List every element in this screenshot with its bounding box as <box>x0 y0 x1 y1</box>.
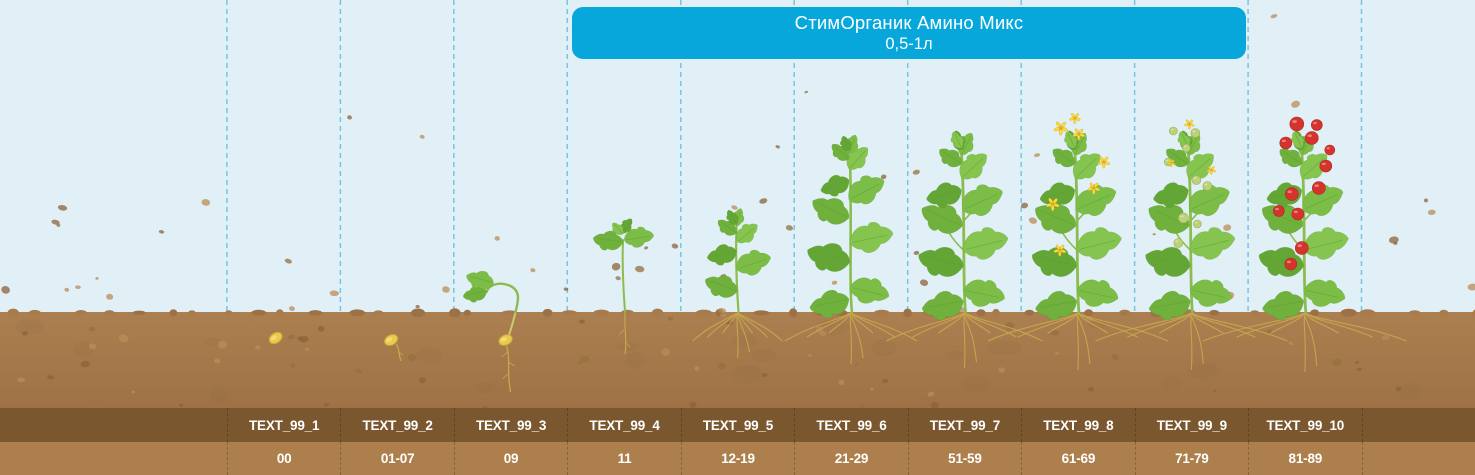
empty-cell <box>0 442 113 475</box>
plant-stage-10-fruit-ripening <box>1202 116 1408 373</box>
stage-table: TEXT_99_1 TEXT_99_2 TEXT_99_3 TEXT_99_4 TEXT… <box>0 408 1475 475</box>
stage-code-cell: 71-79 <box>1134 442 1248 475</box>
stage-label-cell: TEXT_99_4 <box>567 408 680 442</box>
stage-label-cell: TEXT_99_9 <box>1134 408 1248 442</box>
plant-stage-1-dry-seed <box>268 331 283 345</box>
stage-label-cell: TEXT_99_8 <box>1021 408 1134 442</box>
product-dosage: 0,5-1л <box>885 35 933 54</box>
stage-code-cell: 21-29 <box>794 442 907 475</box>
stage-label-row: TEXT_99_1 TEXT_99_2 TEXT_99_3 TEXT_99_4 TEXT… <box>0 408 1475 442</box>
plant-stage-5-leaf-development <box>692 208 783 359</box>
plant-stage-2-germinating-seed <box>384 333 404 362</box>
stage-code-cell: 12-19 <box>680 442 794 475</box>
stage-label-cell: TEXT_99_5 <box>680 408 794 442</box>
empty-cell <box>1361 442 1475 475</box>
stage-label-cell: TEXT_99_1 <box>226 408 340 442</box>
stage-label-cell: TEXT_99_10 <box>1248 408 1361 442</box>
stage-code-cell: 51-59 <box>907 442 1021 475</box>
plant-stage-4-cotyledon-seedling <box>593 218 655 355</box>
empty-cell <box>113 408 226 442</box>
stage-label-cell: TEXT_99_2 <box>340 408 453 442</box>
stage-code-cell: 61-69 <box>1021 442 1134 475</box>
product-name: СтимОрганик Амино Микс <box>794 12 1024 34</box>
stage-code-cell: 01-07 <box>340 442 453 475</box>
plant-stage-9-fruit-development <box>1095 119 1288 371</box>
stage-code-cell: 11 <box>567 442 680 475</box>
stage-label-cell: TEXT_99_6 <box>794 408 907 442</box>
product-banner: СтимОрганик Амино Микс 0,5-1л <box>572 7 1246 59</box>
stage-code-cell: 81-89 <box>1248 442 1361 475</box>
empty-cell <box>0 408 113 442</box>
empty-cell <box>113 442 226 475</box>
plant-stage-6-side-shoot-growth <box>784 134 918 365</box>
stage-code-cell: 00 <box>226 442 340 475</box>
soil-band <box>0 14 1475 474</box>
plant-stage-7-inflorescence-budding <box>886 130 1043 369</box>
plants-layer <box>268 112 1408 393</box>
stage-label-cell: TEXT_99_7 <box>907 408 1021 442</box>
stage-label-cell: TEXT_99_3 <box>453 408 567 442</box>
stage-gridlines <box>226 0 1363 312</box>
stage-code-cell: 09 <box>453 442 567 475</box>
stage-code-row: 00 01-07 09 11 12-19 21-29 51-59 61-69 71-79 81-8… <box>0 442 1475 475</box>
plant-stage-3-emergence-hook <box>462 270 520 393</box>
empty-cell <box>1361 408 1475 442</box>
plant-stage-8-flowering <box>987 112 1169 371</box>
